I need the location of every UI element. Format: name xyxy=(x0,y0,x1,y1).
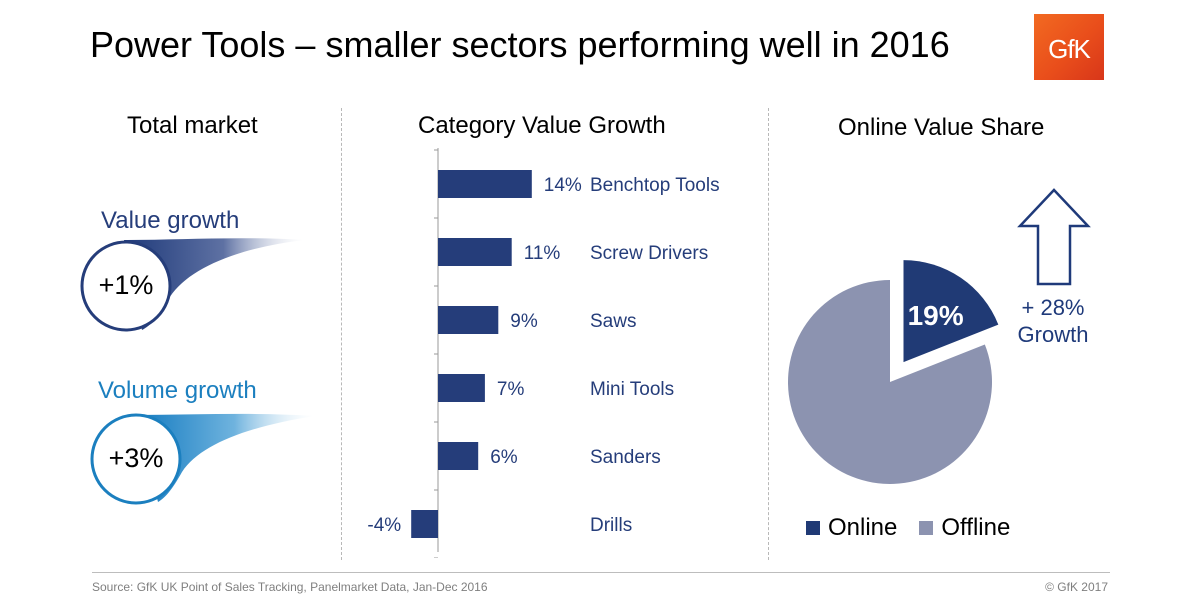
bar-category-sanders: Sanders xyxy=(590,447,661,468)
legend-label-online: Online xyxy=(828,514,898,541)
growth-note-percent: + 28% xyxy=(1021,295,1085,320)
pie-label-online: 19% xyxy=(908,300,964,331)
bar-category-screw-drivers: Screw Drivers xyxy=(590,243,708,264)
online-share-pie: 19% xyxy=(788,188,1091,484)
footer-divider xyxy=(92,572,1110,573)
bar-value-screw-drivers: 11% xyxy=(524,243,561,264)
value-growth-label: Value growth xyxy=(101,207,240,234)
volume-growth-label: Volume growth xyxy=(98,377,257,404)
bar-mini-tools xyxy=(438,374,485,402)
gfk-logo: GfK xyxy=(1034,14,1104,80)
legend-item-online: Online xyxy=(806,514,897,542)
bar-value-saws: 9% xyxy=(510,311,538,332)
bar-sanders xyxy=(438,442,479,470)
pie-slice-online xyxy=(903,260,999,363)
divider-right xyxy=(768,108,769,560)
bar-category-saws: Saws xyxy=(590,311,636,332)
legend-swatch-offline xyxy=(919,521,934,535)
bar-category-drills: Drills xyxy=(590,515,632,536)
volume-growth-figure: +3% xyxy=(108,443,164,473)
legend-label-offline: Offline xyxy=(941,514,1011,541)
bar-value-benchtop-tools: 14% xyxy=(544,175,582,196)
bar-category-mini-tools: Mini Tools xyxy=(590,379,674,400)
page-title: Power Tools – smaller sectors performing… xyxy=(90,24,950,65)
growth-swooshes xyxy=(80,238,315,505)
online-share-title: Online Value Share xyxy=(838,114,1045,141)
pie-slice-offline xyxy=(788,280,992,484)
value-swoosh xyxy=(124,238,305,330)
bar-saws xyxy=(438,306,499,334)
bar-screw-drivers xyxy=(438,238,512,266)
category-chart-title: Category Value Growth xyxy=(418,112,666,139)
bar-value-sanders: 6% xyxy=(490,447,518,468)
growth-note: + 28% Growth xyxy=(1008,294,1098,348)
volume-circle xyxy=(90,413,182,505)
bar-value-mini-tools: 7% xyxy=(497,379,525,400)
total-market-title: Total market xyxy=(127,112,258,139)
footer-source: Source: GfK UK Point of Sales Tracking, … xyxy=(92,580,488,594)
pie-legend: Online Offline xyxy=(806,514,1032,542)
divider-left xyxy=(341,108,342,560)
category-bar-chart: 14% Benchtop Tools 11% Screw Drivers 9% Saws 7… xyxy=(367,148,720,558)
bar-benchtop-tools xyxy=(438,170,532,198)
up-arrow-icon xyxy=(1017,188,1091,286)
footer-copyright: © GfK 2017 xyxy=(1045,580,1108,594)
bar-category-benchtop-tools: Benchtop Tools xyxy=(590,175,720,196)
value-growth-figure: +1% xyxy=(98,270,154,300)
bar-drills xyxy=(411,510,438,538)
legend-item-offline: Offline xyxy=(919,514,1010,542)
legend-swatch-online xyxy=(806,521,820,535)
value-circle xyxy=(80,240,172,332)
growth-note-word: Growth xyxy=(1017,322,1089,347)
logo-text: GfK xyxy=(1048,34,1091,64)
bar-value-drills: -4% xyxy=(367,515,401,536)
volume-swoosh xyxy=(136,413,315,502)
